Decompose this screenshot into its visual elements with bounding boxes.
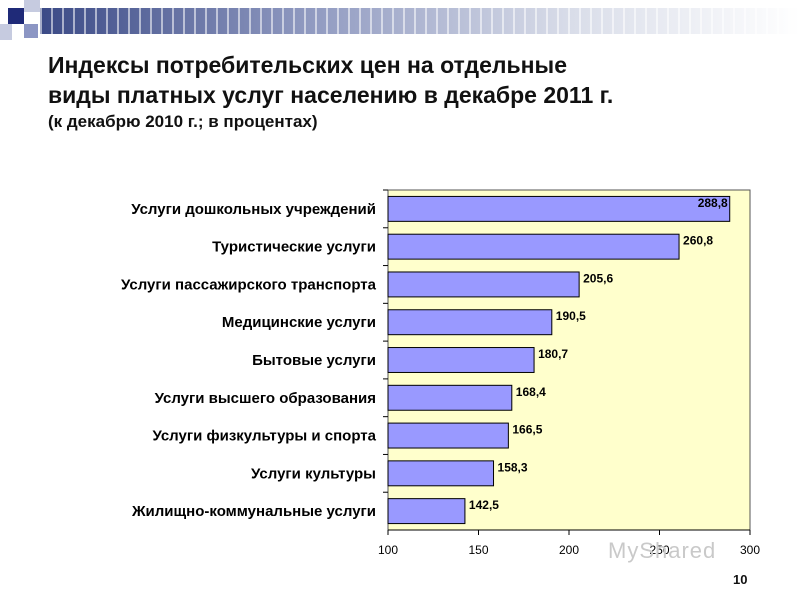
page-number: 10 xyxy=(733,572,748,587)
bar-data-label: 190,5 xyxy=(556,309,586,323)
category-label: Услуги культуры xyxy=(251,465,376,482)
x-axis: 100 150 200 250 300 xyxy=(378,529,760,557)
bar xyxy=(387,309,553,336)
bar-data-label: 142,5 xyxy=(469,498,499,512)
bar xyxy=(387,195,731,222)
bar xyxy=(387,271,580,298)
bar xyxy=(387,460,495,487)
category-label: Туристические услуги xyxy=(212,239,376,256)
bar-data-label: 288,8 xyxy=(698,196,728,210)
x-tick-label: 150 xyxy=(468,543,488,557)
decor-square-dark xyxy=(8,8,24,24)
bars: 288,8 260,8 205,6 190,5 180,7 168,4 166,5 158,3… xyxy=(387,195,731,525)
bar xyxy=(387,233,680,260)
bar-data-label: 205,6 xyxy=(583,271,613,285)
bar-data-label: 260,8 xyxy=(683,234,713,248)
decor-square-light xyxy=(0,24,12,40)
watermark-text: MyShared xyxy=(608,538,717,563)
category-label: Услуги высшего образования xyxy=(155,390,376,407)
x-tick-label: 250 xyxy=(649,543,669,557)
decor-square-mid xyxy=(24,24,38,38)
slide-subtitle: (к декабрю 2010 г.; в процентах) xyxy=(48,112,318,131)
category-label: Бытовые услуги xyxy=(252,352,376,369)
bar xyxy=(387,422,509,449)
title-line-1: Индексы потребительских цен на отдельные xyxy=(48,52,567,78)
category-label: Услуги пассажирского транспорта xyxy=(121,276,377,293)
bar-data-label: 158,3 xyxy=(498,460,528,474)
bar xyxy=(387,384,513,411)
bar-data-label: 166,5 xyxy=(512,423,542,437)
slide-title: Индексы потребительских цен на отдельные… xyxy=(48,50,768,110)
category-label: Жилищно-коммунальные услуги xyxy=(131,503,376,520)
decor-square-light xyxy=(24,0,40,12)
category-labels: Услуги дошкольных учреждений Туристически… xyxy=(121,189,388,520)
title-line-2: виды платных услуг населению в декабре 2… xyxy=(48,82,614,108)
bar xyxy=(387,498,466,525)
category-label: Услуги физкультуры и спорта xyxy=(152,428,376,445)
x-tick-label: 200 xyxy=(559,543,579,557)
bar xyxy=(387,347,535,373)
category-label: Медицинские услуги xyxy=(222,314,376,331)
bar-data-label: 180,7 xyxy=(538,347,568,361)
header-band-stripes xyxy=(40,8,800,34)
x-tick-label: 100 xyxy=(378,543,398,557)
category-label: Услуги дошкольных учреждений xyxy=(131,201,376,218)
x-tick-label: 300 xyxy=(740,543,760,557)
bar-data-label: 168,4 xyxy=(516,385,546,399)
